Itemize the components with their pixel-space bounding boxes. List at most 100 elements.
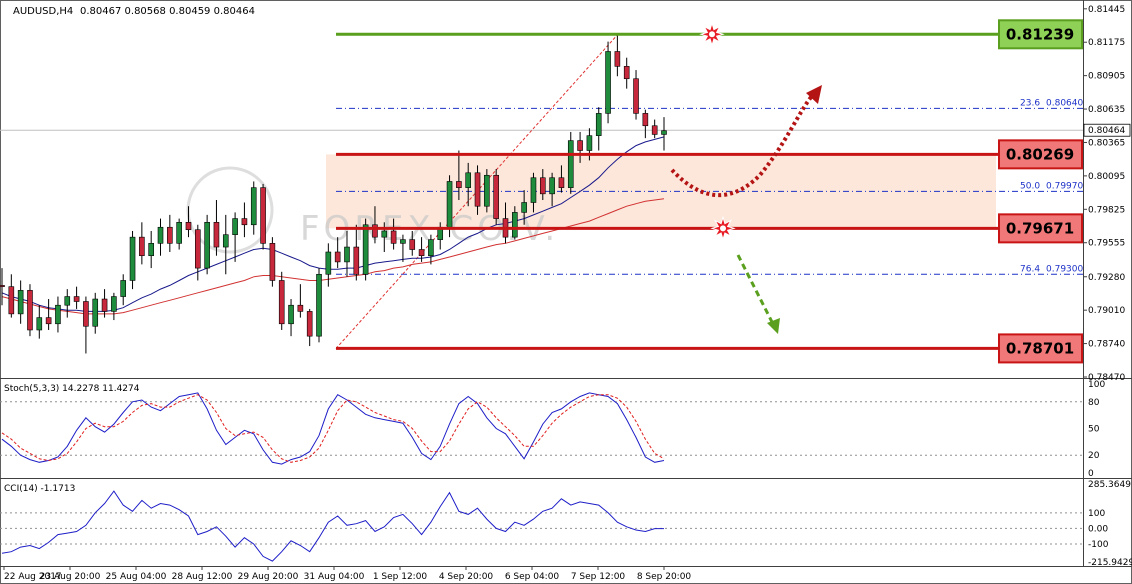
candle — [595, 107, 602, 151]
level-label-text: 0.81239 — [1006, 25, 1074, 43]
price-tick-label: 0.80365 — [1088, 138, 1125, 148]
candle — [120, 274, 127, 306]
candle-body — [400, 239, 406, 244]
breakout-burst-center — [709, 31, 715, 38]
candle — [614, 34, 621, 77]
time-tick-label: 8 Sep 20:00 — [637, 572, 692, 582]
candle — [278, 271, 285, 330]
current-price-box — [1083, 123, 1131, 137]
fib-level-price: 0.79300 — [1046, 264, 1083, 274]
candle-body — [269, 243, 276, 281]
candle — [129, 230, 136, 290]
price-tick-label: 0.78470 — [1088, 373, 1125, 383]
candle — [353, 224, 360, 281]
time-tick-label: 4 Sep 20:00 — [439, 572, 494, 582]
candle-body — [232, 218, 238, 235]
candle — [623, 57, 630, 89]
candle-body — [521, 202, 527, 213]
time-tick-label: 6 Sep 04:00 — [505, 572, 560, 582]
candle-body — [8, 286, 15, 315]
candle-body — [586, 135, 593, 151]
time-tick-label: 28 Aug 12:00 — [172, 572, 233, 582]
candle-body — [297, 304, 304, 312]
price-tick-label: 0.79280 — [1088, 273, 1125, 283]
candle-body — [55, 304, 61, 325]
candle-body — [474, 172, 481, 207]
candle — [633, 70, 639, 120]
candle — [418, 237, 425, 262]
cci-tick-label: -100 — [1088, 540, 1109, 550]
candle — [512, 206, 518, 240]
candle-body — [614, 51, 621, 67]
candle-body — [73, 296, 80, 302]
candle — [157, 218, 164, 256]
candle-body — [204, 221, 210, 269]
candle — [306, 308, 313, 347]
candle-body — [278, 280, 285, 325]
stoch-series-line — [1, 392, 665, 465]
cci-tick-label: 0.00 — [1088, 524, 1108, 534]
candle — [465, 162, 471, 207]
candle — [577, 131, 583, 163]
candle-body — [633, 78, 639, 114]
candle-body — [111, 296, 117, 312]
candle-body — [306, 311, 313, 337]
candle-body — [92, 298, 99, 327]
candle-body — [558, 177, 565, 188]
candle — [334, 237, 341, 269]
candle — [167, 214, 173, 252]
candle-body — [129, 236, 136, 281]
candle — [539, 169, 546, 201]
candle-body — [446, 181, 453, 228]
candle — [232, 212, 238, 262]
price-tick-label: 0.78740 — [1088, 340, 1125, 350]
candle-body — [577, 140, 583, 151]
candle-body — [418, 249, 425, 257]
bearish-projection-arrow — [736, 254, 774, 323]
candle-body — [484, 174, 490, 207]
candle-body — [372, 224, 378, 238]
candle — [484, 169, 490, 213]
candle — [185, 206, 192, 238]
candle-body — [381, 230, 388, 238]
candle-body — [222, 234, 229, 248]
price-tick-label: 0.79825 — [1088, 205, 1125, 215]
candle — [241, 202, 248, 238]
candle — [642, 109, 649, 139]
candle-body — [623, 66, 630, 80]
candle — [269, 237, 276, 287]
candle — [213, 200, 220, 256]
candle — [456, 150, 462, 201]
stoch-tick-label: 80 — [1088, 398, 1100, 408]
candle — [558, 165, 565, 193]
candle — [8, 274, 15, 318]
candle-body — [325, 251, 332, 275]
price-tick-label: 0.79555 — [1088, 239, 1125, 249]
candle — [222, 214, 229, 275]
candle — [549, 172, 555, 207]
candle — [325, 243, 332, 287]
bearish-arrowhead-icon — [767, 318, 780, 334]
candle-body — [651, 125, 658, 135]
candle-body — [428, 239, 434, 257]
candle — [139, 222, 145, 265]
stoch-tick-label: 100 — [1088, 380, 1105, 390]
candle-body — [250, 187, 257, 226]
time-tick-label: 31 Aug 04:00 — [304, 572, 365, 582]
candle-body — [493, 174, 499, 219]
candle — [36, 305, 43, 339]
candle — [530, 172, 537, 213]
candle — [661, 117, 667, 151]
cci-tick-label: -215.9429 — [1088, 558, 1132, 568]
time-tick-label: 7 Sep 12:00 — [571, 572, 626, 582]
candle — [474, 165, 481, 215]
candle — [344, 230, 350, 277]
candle — [409, 230, 416, 256]
candle — [372, 206, 378, 244]
candle — [651, 119, 658, 139]
candle-body — [642, 113, 649, 127]
candle-body — [17, 290, 24, 315]
candle-body — [83, 301, 89, 327]
ohlc-readout: 0.80467 0.80568 0.80459 0.80464 — [80, 6, 255, 17]
